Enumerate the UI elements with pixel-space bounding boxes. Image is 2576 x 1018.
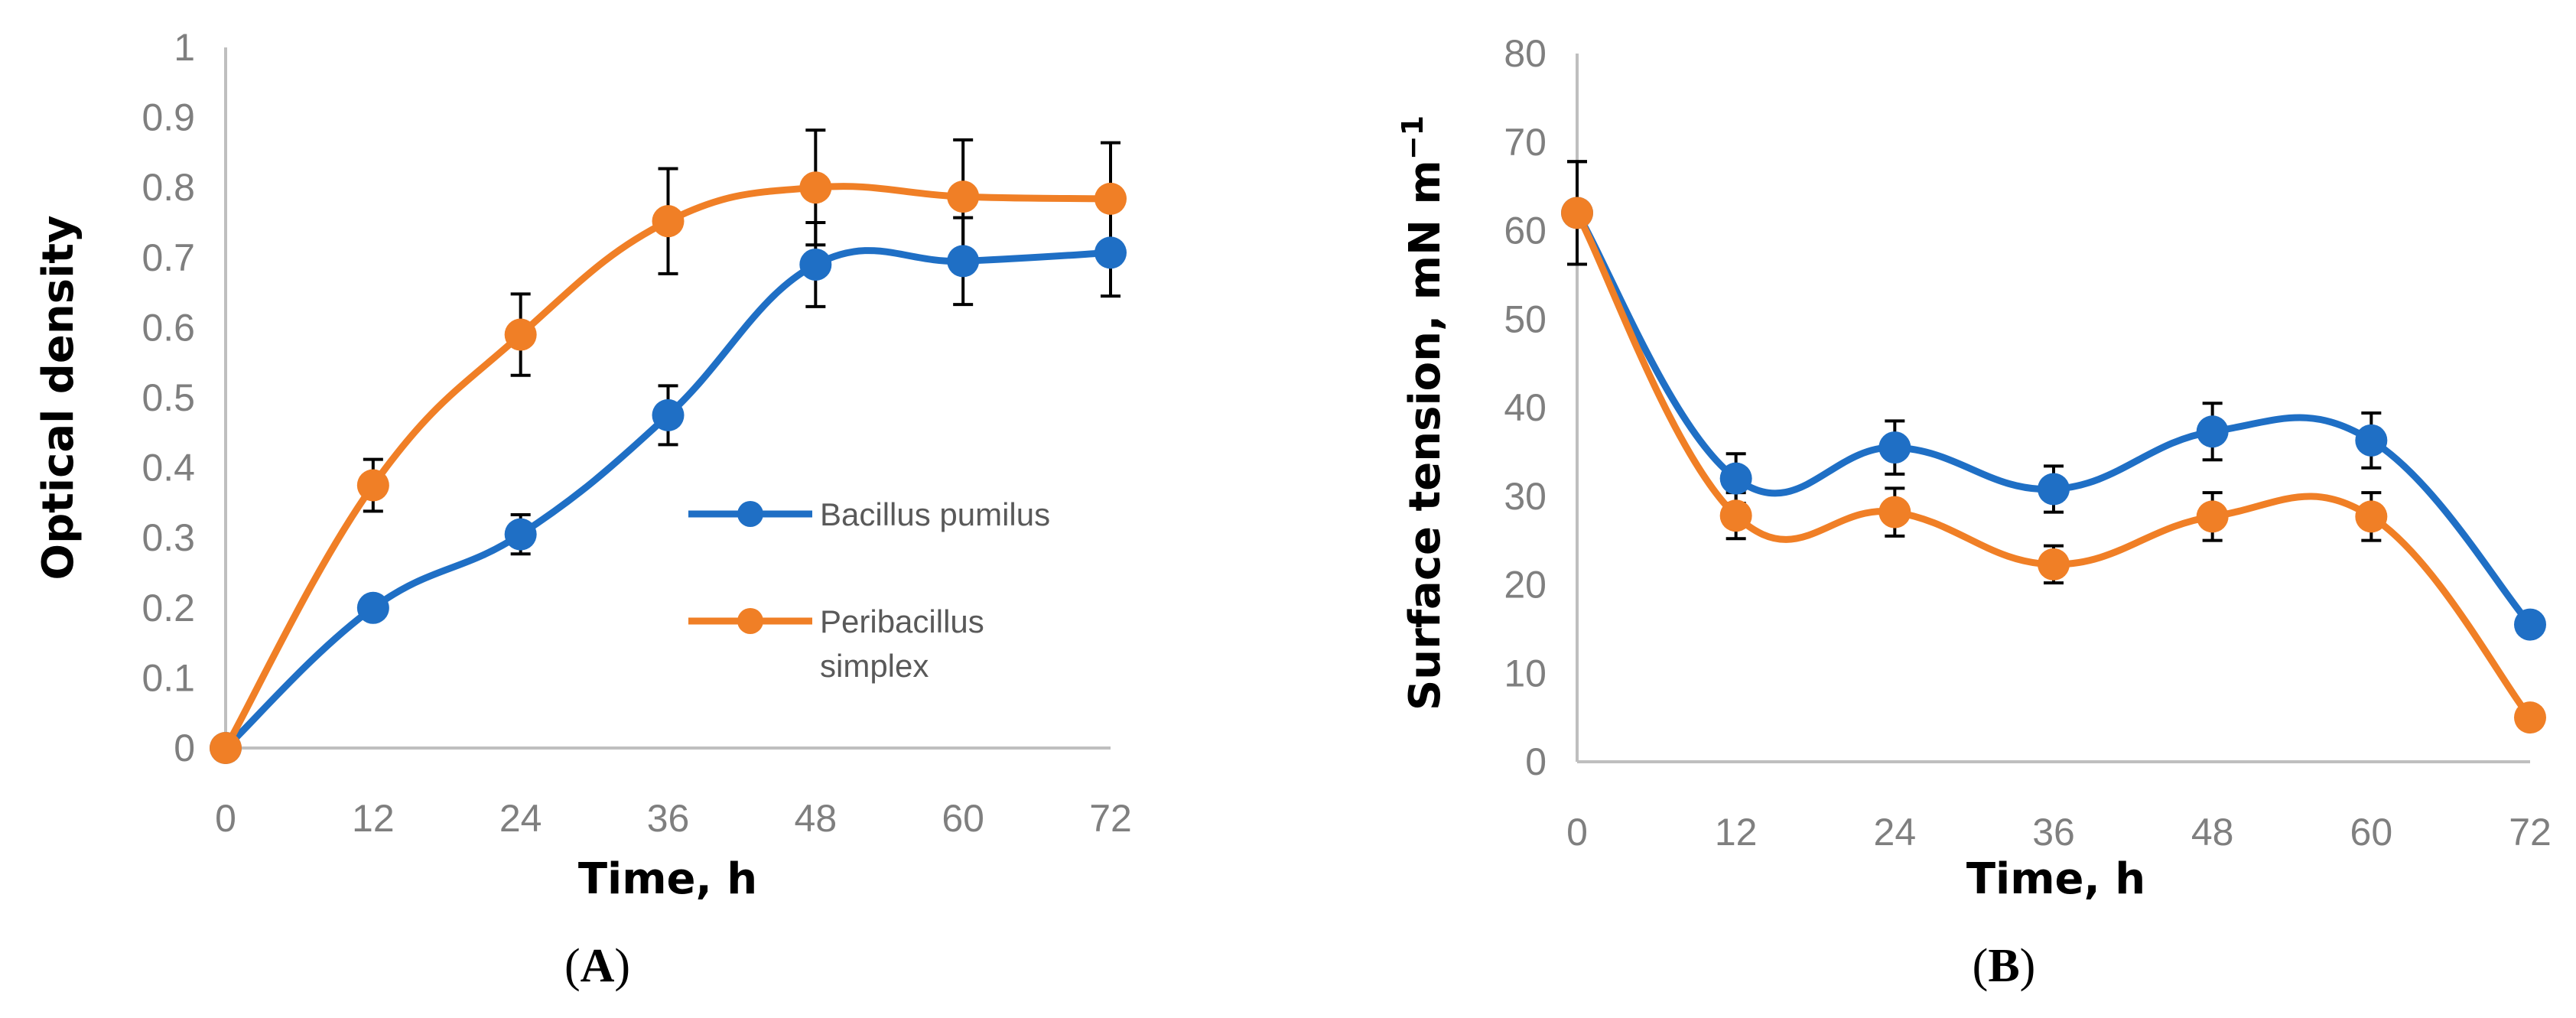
chart-b-y-tick-label: 30 bbox=[1504, 475, 1547, 518]
chart-a-y-tick-label: 0.4 bbox=[141, 447, 195, 489]
chart-a-data-point-bacillus-pumilus bbox=[356, 591, 389, 624]
panel-letter-a: A bbox=[581, 940, 615, 992]
chart-b-data-point-peribacillus-simplex bbox=[2196, 500, 2229, 533]
chart-b-x-tick-label: 0 bbox=[1566, 811, 1588, 854]
chart-a-data-point-peribacillus-simplex bbox=[652, 205, 685, 238]
chart-b-x-tick-label: 48 bbox=[2191, 811, 2234, 854]
chart-a-legend: Bacillus pumilus Peribacillus simplex bbox=[688, 496, 1050, 684]
chart-a-x-tick-label: 60 bbox=[942, 797, 984, 840]
chart-b-data-point-bacillus-pumilus bbox=[2038, 473, 2070, 506]
chart-a-x-label: Time, h bbox=[578, 854, 757, 904]
chart-b-data-point-peribacillus-simplex bbox=[1719, 499, 1752, 532]
chart-a-data-point-bacillus-pumilus bbox=[799, 248, 832, 281]
chart-a-x-tick-label: 36 bbox=[647, 797, 690, 840]
chart-b-data-point-bacillus-pumilus bbox=[1719, 462, 1752, 495]
chart-a-x-tick-label: 72 bbox=[1089, 797, 1132, 840]
chart-a-y-tick-label: 0.8 bbox=[141, 166, 195, 209]
legend-label-line: Peribacillus bbox=[820, 603, 984, 639]
chart-b-y-tick-label: 20 bbox=[1504, 564, 1547, 607]
legend-item-bacillus-pumilus: Bacillus pumilus bbox=[688, 496, 1050, 532]
legend-label-bacillus-pumilus: Bacillus pumilus bbox=[820, 496, 1050, 532]
chart-a-x-tick-label: 48 bbox=[795, 797, 838, 840]
chart-a-x-tick-label: 24 bbox=[499, 797, 542, 840]
chart-a-data-point-bacillus-pumilus bbox=[1094, 236, 1127, 269]
panel-letter-b: B bbox=[1988, 940, 2019, 992]
chart-a-data-point-peribacillus-simplex bbox=[210, 732, 242, 764]
chart-b-y-tick-label: 70 bbox=[1504, 121, 1547, 164]
chart-a-y-tick-label: 0.6 bbox=[141, 306, 195, 349]
legend-item-peribacillus-simplex: Peribacillus simplex bbox=[688, 603, 984, 684]
legend-marker-peribacillus-simplex bbox=[737, 608, 763, 634]
chart-a-data-point-peribacillus-simplex bbox=[1094, 182, 1127, 215]
chart-b-x-tick-label: 24 bbox=[1874, 811, 1917, 854]
chart-b-x-label: Time, h bbox=[1966, 854, 2145, 904]
chart-b-y-label: Surface tension, mN m−1 bbox=[1396, 115, 1450, 711]
chart-b-data-point-bacillus-pumilus bbox=[1878, 431, 1911, 464]
chart-a-x-ticks: 0 12 24 36 48 60 72 bbox=[215, 797, 1132, 840]
chart-a-data-point-peribacillus-simplex bbox=[799, 171, 832, 204]
legend-marker-bacillus-pumilus bbox=[737, 501, 763, 527]
chart-a-data-point-bacillus-pumilus bbox=[947, 245, 980, 278]
chart-b-x-tick-label: 12 bbox=[1715, 811, 1758, 854]
chart-b-x-ticks: 0 12 24 36 48 60 72 bbox=[1566, 811, 2552, 854]
chart-b-y-tick-label: 60 bbox=[1504, 210, 1547, 252]
chart-b-x-tick-label: 60 bbox=[2350, 811, 2393, 854]
chart-a-data-point-bacillus-pumilus bbox=[652, 398, 685, 431]
chart-b-data-point-peribacillus-simplex bbox=[2514, 701, 2546, 734]
chart-b-data-point-peribacillus-simplex bbox=[2038, 548, 2070, 581]
chart-b-y-ticks: 0 10 20 30 40 50 60 70 80 bbox=[1504, 32, 1547, 783]
chart-a: 0 0.1 0.2 0.3 0.4 0.5 0.6 0.7 0.8 0.9 1 0 12 24 36 48 6… bbox=[34, 26, 1132, 904]
chart-a-y-tick-label: 1 bbox=[174, 26, 195, 69]
chart-a-y-tick-label: 0.3 bbox=[141, 516, 195, 559]
chart-a-data-point-bacillus-pumilus bbox=[504, 518, 537, 551]
legend-label-line: simplex bbox=[820, 648, 929, 684]
chart-a-data-point-peribacillus-simplex bbox=[356, 469, 389, 502]
legend-label-peribacillus-simplex: Peribacillus simplex bbox=[820, 603, 984, 684]
chart-a-x-tick-label: 0 bbox=[215, 797, 236, 840]
chart-a-y-tick-label: 0.7 bbox=[141, 236, 195, 279]
chart-a-y-tick-label: 0.2 bbox=[141, 587, 195, 629]
chart-b-data-point-peribacillus-simplex bbox=[2355, 500, 2388, 533]
chart-b-data-point-peribacillus-simplex bbox=[1878, 496, 1911, 529]
chart-a-x-tick-label: 12 bbox=[352, 797, 395, 840]
chart-a-y-tick-label: 0.9 bbox=[141, 96, 195, 139]
panel-label-b: (B) bbox=[1973, 940, 2036, 992]
chart-b-y-tick-label: 10 bbox=[1504, 652, 1547, 694]
chart-b-y-tick-label: 80 bbox=[1504, 32, 1547, 75]
chart-a-data-point-peribacillus-simplex bbox=[947, 181, 980, 213]
chart-b-y-tick-label: 40 bbox=[1504, 386, 1547, 429]
chart-b-data-point-peribacillus-simplex bbox=[1561, 197, 1593, 229]
chart-b-y-tick-label: 0 bbox=[1525, 740, 1547, 783]
chart-b-markers bbox=[1561, 197, 2546, 734]
chart-a-y-tick-label: 0 bbox=[174, 727, 195, 769]
chart-a-data-point-peribacillus-simplex bbox=[504, 318, 537, 351]
chart-b-x-tick-label: 72 bbox=[2509, 811, 2552, 854]
chart-a-y-ticks: 0 0.1 0.2 0.3 0.4 0.5 0.6 0.7 0.8 0.9 1 bbox=[141, 26, 195, 769]
chart-a-markers bbox=[210, 171, 1127, 764]
panel-label-a: (A) bbox=[564, 940, 630, 992]
chart-b-data-point-bacillus-pumilus bbox=[2196, 415, 2229, 448]
chart-b-y-label-superscript: −1 bbox=[1396, 115, 1429, 160]
chart-a-y-tick-label: 0.1 bbox=[141, 656, 195, 699]
chart-b-error-bars bbox=[1567, 160, 2382, 585]
chart-b-y-tick-label: 50 bbox=[1504, 298, 1547, 340]
chart-b-data-point-bacillus-pumilus bbox=[2514, 608, 2546, 641]
chart-b-y-label-main: Surface tension, mN m bbox=[1400, 160, 1450, 711]
chart-a-y-tick-label: 0.5 bbox=[141, 376, 195, 419]
chart-b-x-tick-label: 36 bbox=[2032, 811, 2075, 854]
chart-a-y-label: Optical density bbox=[34, 215, 83, 580]
chart-b-data-point-bacillus-pumilus bbox=[2355, 424, 2388, 457]
